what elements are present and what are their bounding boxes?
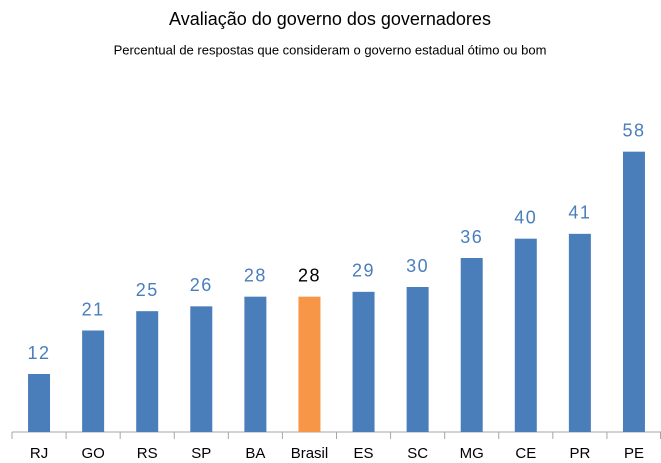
bar	[244, 296, 267, 432]
x-tick-label: Brasil	[291, 445, 329, 462]
data-label: 12	[28, 343, 51, 363]
x-tick-label: PE	[624, 445, 644, 462]
x-tick-label: RS	[137, 445, 158, 462]
x-tick-label: MG	[460, 445, 484, 462]
bar	[298, 296, 321, 432]
x-tick-label: CE	[515, 445, 536, 462]
bar	[406, 287, 429, 432]
x-tick-label: SC	[407, 445, 428, 462]
x-tick-label: SP	[191, 445, 211, 462]
data-label: 26	[190, 275, 213, 295]
bar	[190, 306, 213, 432]
x-tick-label: RJ	[30, 445, 48, 462]
x-tick-label: BA	[245, 445, 265, 462]
data-label: 25	[136, 280, 159, 300]
bar	[28, 374, 51, 432]
bar	[136, 311, 159, 432]
x-tick-label: GO	[81, 445, 104, 462]
bar	[352, 291, 375, 432]
data-label: 21	[82, 299, 105, 319]
chart-subtitle: Percentual de respostas que consideram o…	[114, 42, 547, 57]
x-tick-label: ES	[354, 445, 374, 462]
data-label: 36	[460, 227, 483, 247]
data-label: 40	[514, 207, 537, 227]
data-label: 28	[244, 265, 267, 285]
bar	[568, 233, 591, 432]
bar	[460, 258, 483, 432]
data-label: 41	[568, 203, 591, 223]
bar	[82, 330, 105, 432]
data-label: 28	[298, 265, 321, 285]
data-label: 29	[352, 261, 375, 281]
chart-title: Avaliação do governo dos governadores	[169, 9, 491, 29]
x-tick-label: PR	[569, 445, 590, 462]
bar	[622, 151, 645, 432]
data-label: 58	[622, 120, 645, 140]
data-label: 30	[406, 256, 429, 276]
bar	[514, 238, 537, 432]
